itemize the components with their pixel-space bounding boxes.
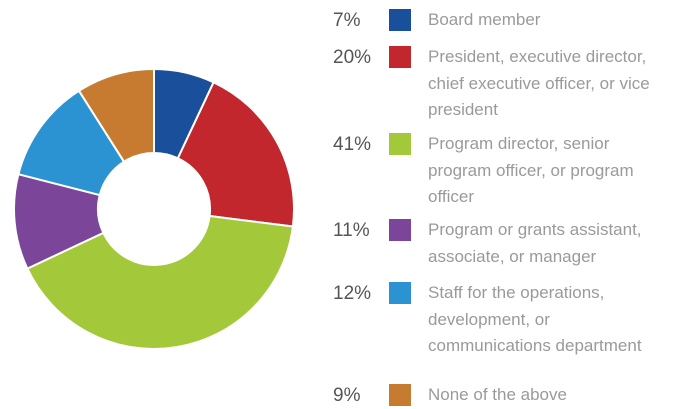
legend-item: 11% Program or grants assistant, associat… xyxy=(333,217,673,270)
donut-chart xyxy=(13,67,295,350)
donut-slice xyxy=(176,80,295,228)
legend-percent: 12% xyxy=(333,283,372,304)
legend-item: 41% Program director, senior program offi… xyxy=(333,131,673,211)
legend-label: None of the above xyxy=(428,385,567,404)
legend-swatch xyxy=(389,133,411,155)
legend-swatch xyxy=(389,219,411,241)
legend-item: 20% President, executive director, chief … xyxy=(333,44,673,124)
donut-slice xyxy=(77,67,155,164)
legend-item: 9% None of the above xyxy=(333,382,673,409)
legend-label: President, executive director, chief exe… xyxy=(428,47,650,119)
legend-swatch xyxy=(389,9,411,31)
legend-label: Program or grants assistant, associate, … xyxy=(428,220,642,266)
legend-swatch xyxy=(389,282,411,304)
legend-percent: 41% xyxy=(333,134,372,155)
legend-swatch xyxy=(389,384,411,406)
legend-percent: 9% xyxy=(333,385,361,406)
legend-swatch xyxy=(389,46,411,68)
legend-percent: 20% xyxy=(333,47,372,68)
legend-percent: 11% xyxy=(333,220,370,241)
legend-item: 12% Staff for the operations, development… xyxy=(333,280,673,360)
legend-label: Staff for the operations, development, o… xyxy=(428,283,642,355)
legend-item: 7% Board member xyxy=(333,7,673,34)
donut-slice xyxy=(25,214,295,350)
legend-percent: 7% xyxy=(333,10,361,31)
legend-label: Program director, senior program officer… xyxy=(428,134,634,206)
legend-label: Board member xyxy=(428,10,541,29)
